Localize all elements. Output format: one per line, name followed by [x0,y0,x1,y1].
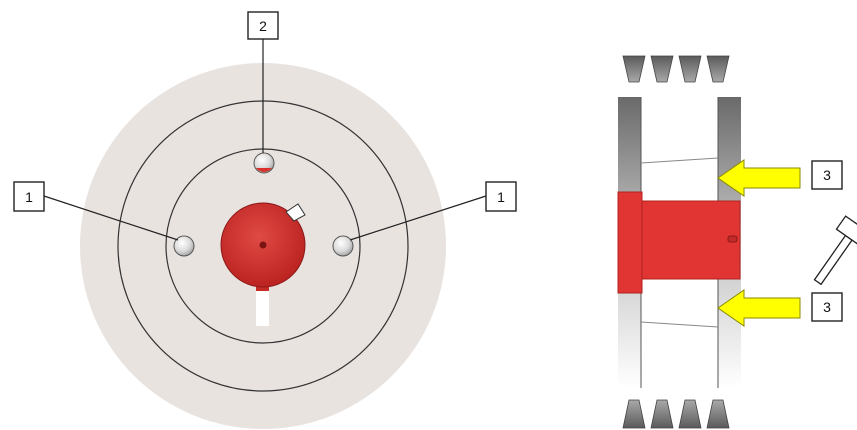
bushing-screw-tip [727,235,738,243]
leader-line-right [349,195,487,241]
side-view: 3 3 [617,55,857,429]
arrow-lower [717,289,801,327]
taper-line-upper [640,157,719,164]
leader-line-left [43,195,179,241]
bushing-body [617,191,741,294]
callout-front-right-label: 1 [497,189,505,205]
taper-line-lower [640,321,719,328]
callout-front-left-label: 1 [25,189,33,205]
keyway-slot [256,286,269,326]
callout-front-top-label: 2 [259,18,267,34]
arrow-upper [717,159,801,197]
callout-side-lower: 3 [811,292,843,322]
belt-grooves-bottom [622,399,730,429]
setscrew-hole-right [332,235,354,257]
callout-front-right: 1 [485,181,517,212]
hammer-icon [813,215,857,286]
callout-side-upper: 3 [811,160,843,190]
hub-center-dot [259,241,267,249]
callout-side-lower-label: 3 [823,299,831,315]
setscrew-hole-top [253,152,275,174]
callout-front-left: 1 [13,181,45,212]
hub-wedge [285,203,306,222]
callout-side-upper-label: 3 [823,167,831,183]
callout-front-top: 2 [247,11,279,40]
front-view: 1 2 1 [13,11,517,429]
belt-grooves-top [622,55,730,83]
setscrew-hole-left [173,235,195,257]
